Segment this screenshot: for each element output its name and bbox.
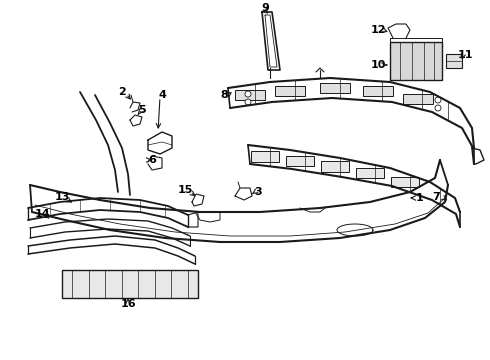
Bar [321, 161, 349, 172]
Text: 16: 16 [120, 299, 136, 309]
Text: 3: 3 [254, 187, 262, 197]
Bar [251, 151, 279, 162]
Text: 9: 9 [261, 3, 269, 13]
Bar [286, 156, 314, 166]
Bar [320, 83, 350, 93]
Text: 5: 5 [138, 105, 146, 115]
Text: 15: 15 [177, 185, 193, 195]
Text: 11: 11 [457, 50, 473, 60]
Bar [235, 90, 265, 100]
Text: 10: 10 [370, 60, 386, 70]
Text: 14: 14 [34, 209, 50, 219]
Bar [62, 270, 198, 298]
Text: 13: 13 [54, 192, 70, 202]
Circle shape [435, 105, 441, 111]
Text: 6: 6 [148, 155, 156, 165]
Text: 2: 2 [118, 87, 126, 97]
Bar [390, 42, 442, 80]
Bar [363, 86, 393, 96]
Circle shape [245, 99, 251, 105]
Text: 12: 12 [370, 25, 386, 35]
Bar [391, 177, 419, 186]
Circle shape [245, 91, 251, 97]
Bar [356, 168, 384, 178]
Bar [403, 94, 433, 104]
Text: 4: 4 [158, 90, 166, 100]
Bar [446, 54, 462, 68]
Bar [275, 86, 305, 96]
Circle shape [435, 97, 441, 103]
Text: 1: 1 [416, 193, 424, 203]
Text: 7: 7 [432, 192, 440, 202]
Text: 8: 8 [220, 90, 228, 100]
